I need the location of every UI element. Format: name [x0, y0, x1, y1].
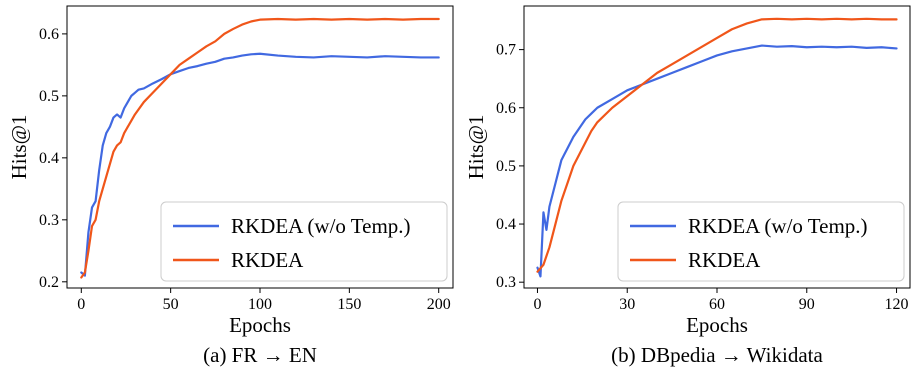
y-axis-label: Hits@1	[7, 115, 31, 180]
y-tick-label: 0.5	[496, 158, 516, 175]
y-tick-label: 0.4	[496, 216, 516, 233]
x-tick-label: 120	[885, 296, 909, 313]
legend: RKDEA (w/o Temp.) RKDEA	[161, 202, 447, 281]
legend-label-2: RKDEA	[688, 248, 761, 272]
y-axis-label: Hits@1	[464, 115, 488, 180]
x-tick-label: 100	[248, 296, 272, 313]
x-tick-label: 60	[709, 296, 725, 313]
legend-label-1: RKDEA (w/o Temp.)	[231, 214, 411, 238]
y-tick-label: 0.6	[496, 100, 516, 117]
x-tick-label: 200	[427, 296, 451, 313]
x-tick-label: 0	[77, 296, 85, 313]
x-axis-label: Epochs	[229, 313, 291, 337]
legend-label-2: RKDEA	[231, 248, 304, 272]
y-tick-label: 0.6	[39, 26, 59, 43]
chart-caption: (a) FR → EN	[203, 343, 317, 367]
y-tick-label: 0.2	[39, 274, 59, 291]
x-tick-label: 90	[799, 296, 815, 313]
x-axis-label: Epochs	[686, 313, 748, 337]
y-tick-label: 0.3	[496, 274, 516, 291]
chart-1: 0 50 100 150 200 0.2 0.3 0.4 0.5 0.6 Epochs Hits@1 R…	[7, 6, 453, 367]
y-tick-label: 0.5	[39, 88, 59, 105]
y-tick-label: 0.4	[39, 150, 59, 167]
x-tick-label: 50	[163, 296, 179, 313]
chart-2: 0 30 60 90 120 0.3 0.4 0.5 0.6 0.7 Epochs Hits@1 RKD…	[464, 6, 910, 367]
y-tick-label: 0.7	[496, 42, 516, 59]
x-tick-label: 30	[619, 296, 635, 313]
legend-label-1: RKDEA (w/o Temp.)	[688, 214, 868, 238]
x-tick-label: 0	[533, 296, 541, 313]
legend: RKDEA (w/o Temp.) RKDEA	[618, 202, 904, 281]
chart-caption: (b) DBpedia → Wikidata	[611, 343, 823, 367]
y-tick-label: 0.3	[39, 212, 59, 229]
x-tick-label: 150	[337, 296, 361, 313]
